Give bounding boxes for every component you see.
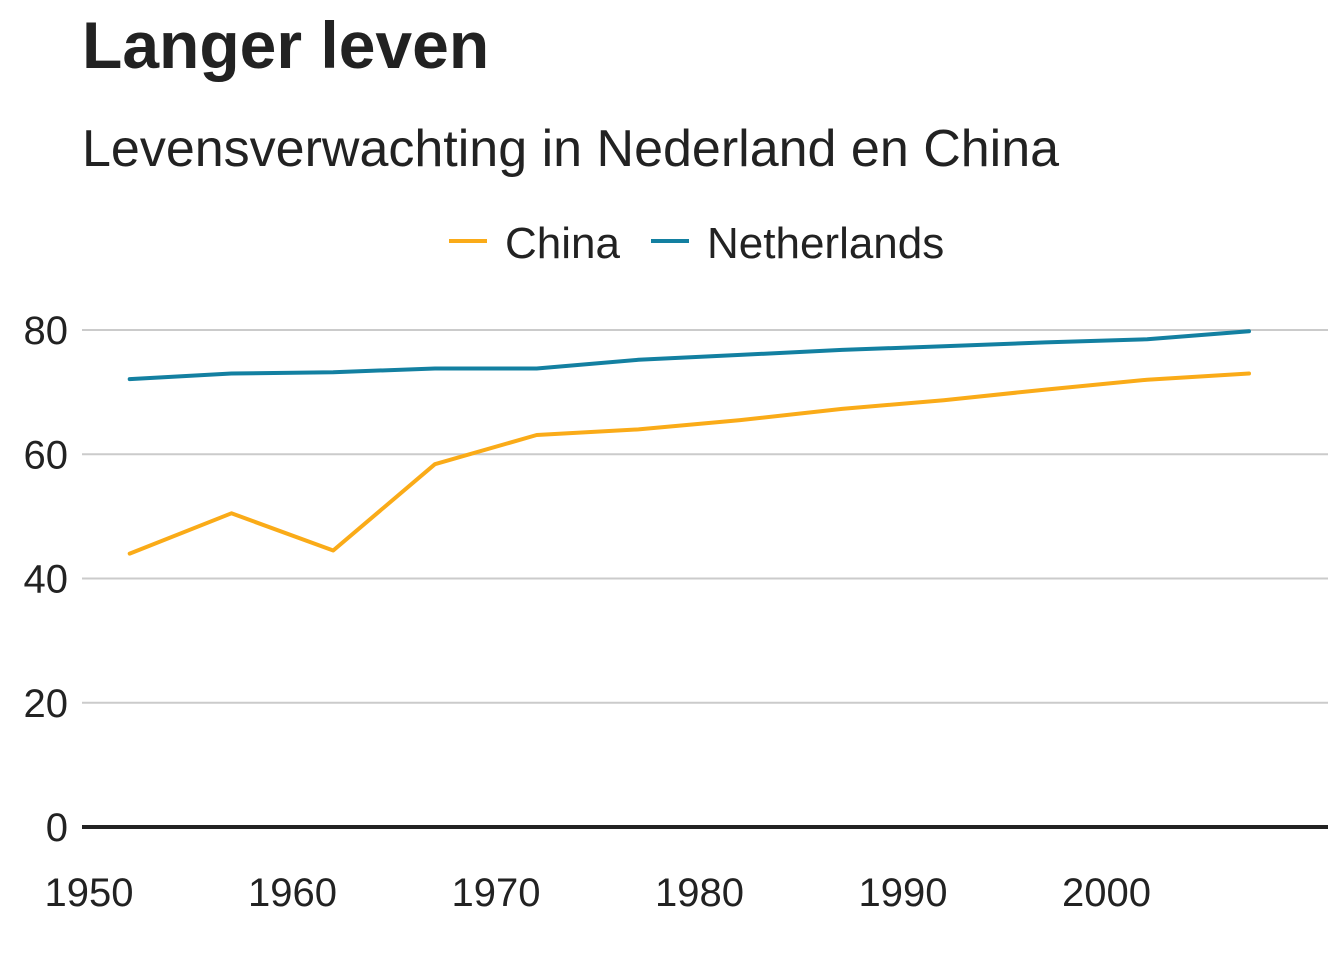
x-tick-label: 1970 xyxy=(452,871,541,915)
y-tick-label: 60 xyxy=(24,433,69,477)
legend-label-netherlands: Netherlands xyxy=(707,219,944,268)
series-line-china xyxy=(127,371,1251,556)
x-tick-label: 2000 xyxy=(1062,871,1151,915)
x-tick-label: 1980 xyxy=(655,871,744,915)
y-axis-ticks: 0 20 40 60 80 xyxy=(24,309,69,850)
y-tick-label: 40 xyxy=(24,558,69,602)
y-tick-label: 0 xyxy=(46,806,68,850)
y-tick-label: 80 xyxy=(24,309,69,353)
x-axis-ticks: 1950 1960 1970 1980 1990 2000 xyxy=(45,871,1151,915)
chart-title: Langer leven xyxy=(82,8,489,82)
legend-label-china: China xyxy=(505,219,620,268)
x-tick-label: 1960 xyxy=(248,871,337,915)
x-tick-label: 1950 xyxy=(45,871,134,915)
y-tick-label: 20 xyxy=(24,682,69,726)
gridlines xyxy=(82,329,1328,704)
chart-subtitle: Levensverwachting in Nederland en China xyxy=(82,120,1059,178)
legend: China Netherlands xyxy=(449,219,944,268)
series-line-netherlands xyxy=(127,329,1251,382)
series-lines xyxy=(127,329,1251,556)
x-tick-label: 1990 xyxy=(859,871,948,915)
